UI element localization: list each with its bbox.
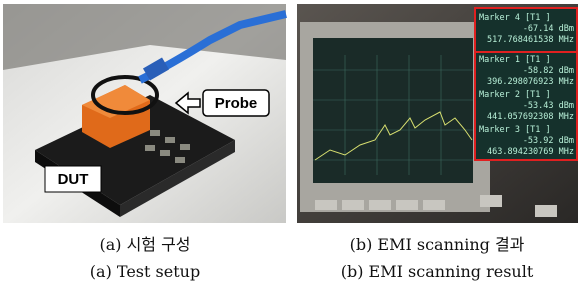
- probe-label: Probe: [215, 95, 258, 112]
- marker-name: Marker 2 [T1 ]: [479, 90, 551, 100]
- caption-ko: (a) 시험 구성: [99, 235, 190, 254]
- marker-frequency: 517.768461538 MHz: [487, 35, 574, 45]
- marker-level: -53.43 dBm: [523, 101, 574, 111]
- marker-level: -53.92 dBm: [523, 136, 574, 146]
- marker-name: Marker 1 [T1 ]: [479, 55, 551, 65]
- marker-name: Marker 3 [T1 ]: [479, 125, 551, 135]
- caption-ko: (b) EMI scanning 결과: [350, 235, 525, 254]
- marker-level: -58.82 dBm: [523, 66, 574, 76]
- figure: Probe DUT Marker 4 [T1 ]-67.14 dBm517.76…: [0, 0, 581, 298]
- marker-level: -67.14 dBm: [523, 24, 574, 34]
- marker-frequency: 396.298076923 MHz: [487, 77, 574, 87]
- marker-name: Marker 4 [T1 ]: [479, 13, 551, 23]
- setup-photo: Probe DUT: [3, 4, 286, 223]
- caption-en: (a) Test setup: [90, 262, 200, 281]
- marker-frequency: 463.894230769 MHz: [487, 147, 574, 157]
- caption-en: (b) EMI scanning result: [341, 262, 534, 281]
- dut-label: DUT: [58, 171, 89, 188]
- marker-frequency: 441.057692308 MHz: [487, 112, 574, 122]
